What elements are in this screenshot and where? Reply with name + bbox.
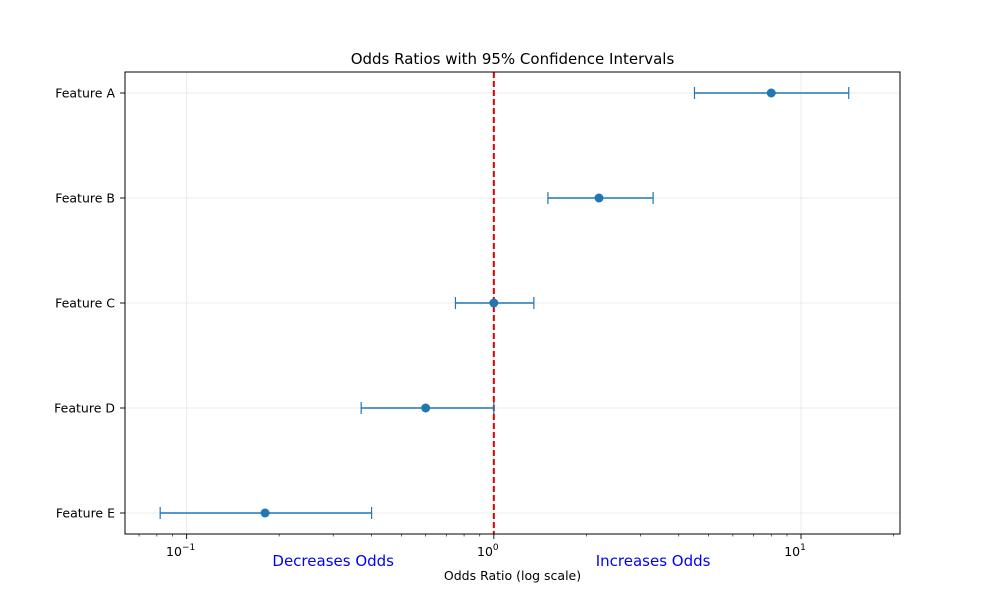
x-tick-exponent: −1 xyxy=(182,543,195,553)
x-tick-base: 10 xyxy=(166,544,182,559)
odds-ratio-point xyxy=(260,508,270,518)
chart-title: Odds Ratios with 95% Confidence Interval… xyxy=(351,50,675,68)
x-tick-label: 100 xyxy=(477,543,499,559)
y-tick-label: Feature E xyxy=(56,506,115,521)
x-tick-base: 10 xyxy=(784,544,800,559)
odds-annotation: Decreases Odds xyxy=(272,552,394,570)
y-tick-label: Feature D xyxy=(54,401,115,416)
x-tick-label: 101 xyxy=(784,543,806,559)
odds-ratio-point xyxy=(489,298,499,308)
odds-ratio-point xyxy=(766,88,776,98)
y-tick-label: Feature A xyxy=(55,86,115,101)
y-tick-label: Feature C xyxy=(55,296,115,311)
x-tick-exponent: 0 xyxy=(493,543,499,553)
x-tick-label: 10−1 xyxy=(166,543,195,559)
odds-ratio-point xyxy=(421,403,431,413)
annotation-layer: Decreases Odds Increases Odds xyxy=(272,552,710,570)
odds-annotation: Increases Odds xyxy=(596,552,711,570)
y-tick-label: Feature B xyxy=(55,191,115,206)
data-layer xyxy=(159,87,850,519)
x-tick-base: 10 xyxy=(477,544,493,559)
x-tick-exponent: 1 xyxy=(800,543,806,553)
x-axis-label: Odds Ratio (log scale) xyxy=(444,568,581,583)
odds-ratio-point xyxy=(594,193,604,203)
